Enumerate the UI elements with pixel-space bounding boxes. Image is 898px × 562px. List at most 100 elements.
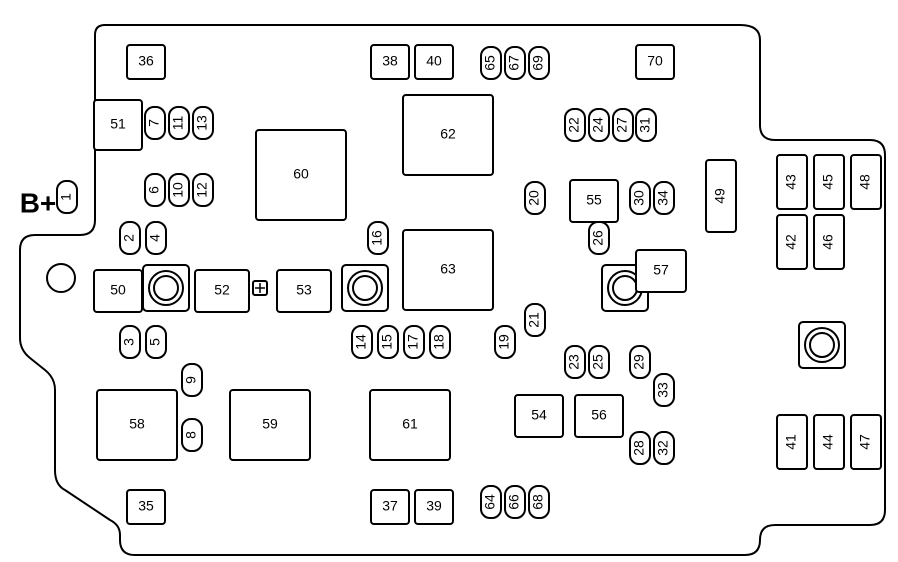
fuse-4: 4 (146, 222, 166, 254)
relay-50: 50 (94, 270, 142, 312)
svg-text:36: 36 (138, 53, 154, 69)
svg-text:20: 20 (526, 190, 542, 206)
fuse-31: 31 (636, 109, 656, 141)
bplus-label: B+ (20, 187, 57, 218)
fuse-24: 24 (589, 109, 609, 141)
fuse-21: 21 (525, 304, 545, 336)
svg-text:2: 2 (121, 234, 137, 242)
svg-text:62: 62 (440, 126, 456, 142)
fuse-34: 34 (654, 182, 674, 214)
svg-text:60: 60 (293, 166, 309, 182)
svg-text:17: 17 (405, 334, 421, 350)
fuse-25: 25 (589, 346, 609, 378)
svg-text:41: 41 (783, 434, 799, 450)
svg-text:67: 67 (506, 55, 522, 71)
relay-35: 35 (127, 490, 165, 524)
svg-text:34: 34 (655, 190, 671, 206)
svg-text:6: 6 (146, 186, 162, 194)
svg-text:46: 46 (820, 234, 836, 250)
relay-61: 61 (370, 390, 450, 460)
svg-text:32: 32 (655, 440, 671, 456)
fuse-67: 67 (505, 47, 525, 79)
svg-text:38: 38 (382, 53, 398, 69)
fuse-19: 19 (495, 326, 515, 358)
svg-text:64: 64 (482, 494, 498, 510)
svg-text:51: 51 (110, 116, 126, 132)
relay-39: 39 (415, 490, 453, 524)
fuse-14: 14 (352, 326, 372, 358)
relay-55: 55 (570, 180, 618, 222)
svg-text:44: 44 (820, 434, 836, 450)
fuse-13: 13 (193, 107, 213, 139)
relay-47: 47 (851, 415, 881, 469)
svg-text:5: 5 (147, 338, 163, 346)
fuse-3: 3 (120, 326, 140, 358)
relay-37: 37 (371, 490, 409, 524)
svg-text:30: 30 (631, 190, 647, 206)
svg-text:15: 15 (379, 334, 395, 350)
relay-49: 49 (706, 160, 736, 232)
screw-post (342, 265, 388, 311)
fuse-2: 2 (120, 222, 140, 254)
relay-40: 40 (415, 45, 453, 79)
relay-36: 36 (127, 45, 165, 79)
svg-text:10: 10 (170, 182, 186, 198)
fuse-22: 22 (565, 109, 585, 141)
fuse-27: 27 (613, 109, 633, 141)
fuse-64: 64 (481, 486, 501, 518)
svg-text:12: 12 (194, 182, 210, 198)
fuse-26: 26 (589, 222, 609, 254)
fuse-10: 10 (169, 174, 189, 206)
relay-63: 63 (403, 230, 493, 310)
svg-text:69: 69 (530, 55, 546, 71)
relay-53: 53 (277, 270, 331, 312)
svg-text:65: 65 (482, 55, 498, 71)
svg-text:43: 43 (783, 174, 799, 190)
fuse-18: 18 (430, 326, 450, 358)
fuse-30: 30 (630, 182, 650, 214)
svg-text:55: 55 (586, 192, 602, 208)
svg-text:9: 9 (183, 376, 199, 384)
svg-text:42: 42 (783, 234, 799, 250)
relay-46: 46 (814, 215, 844, 269)
relay-52: 52 (195, 270, 249, 312)
fuse-7: 7 (145, 107, 165, 139)
fuse-9: 9 (182, 364, 202, 396)
svg-text:3: 3 (121, 338, 137, 346)
svg-text:4: 4 (147, 234, 163, 242)
svg-text:58: 58 (129, 416, 145, 432)
svg-text:1: 1 (58, 193, 74, 201)
svg-text:27: 27 (614, 117, 630, 133)
svg-text:29: 29 (631, 354, 647, 370)
svg-text:53: 53 (296, 282, 312, 298)
svg-text:50: 50 (110, 282, 126, 298)
svg-text:13: 13 (194, 115, 210, 131)
mounting-hole (47, 264, 75, 292)
svg-text:56: 56 (591, 407, 607, 423)
svg-text:19: 19 (496, 334, 512, 350)
relay-45: 45 (814, 155, 844, 209)
fuse-69: 69 (529, 47, 549, 79)
svg-text:7: 7 (146, 119, 162, 127)
svg-text:61: 61 (402, 416, 418, 432)
relay-41: 41 (777, 415, 807, 469)
relay-44: 44 (814, 415, 844, 469)
fuse-6: 6 (145, 174, 165, 206)
svg-text:26: 26 (590, 230, 606, 246)
svg-text:8: 8 (183, 431, 199, 439)
fuse-1: 1 (57, 181, 77, 213)
relay-57: 57 (636, 250, 686, 292)
relay-59: 59 (230, 390, 310, 460)
fuse-28: 28 (630, 432, 650, 464)
svg-text:11: 11 (170, 116, 186, 131)
relay-60: 60 (256, 130, 346, 220)
relay-58: 58 (97, 390, 177, 460)
svg-text:70: 70 (647, 53, 663, 69)
fuse-66: 66 (505, 486, 525, 518)
fuse-5: 5 (146, 326, 166, 358)
screw-post (143, 265, 189, 311)
fuse-20: 20 (525, 182, 545, 214)
svg-text:28: 28 (631, 440, 647, 456)
relay-48: 48 (851, 155, 881, 209)
screw-post (799, 322, 845, 368)
